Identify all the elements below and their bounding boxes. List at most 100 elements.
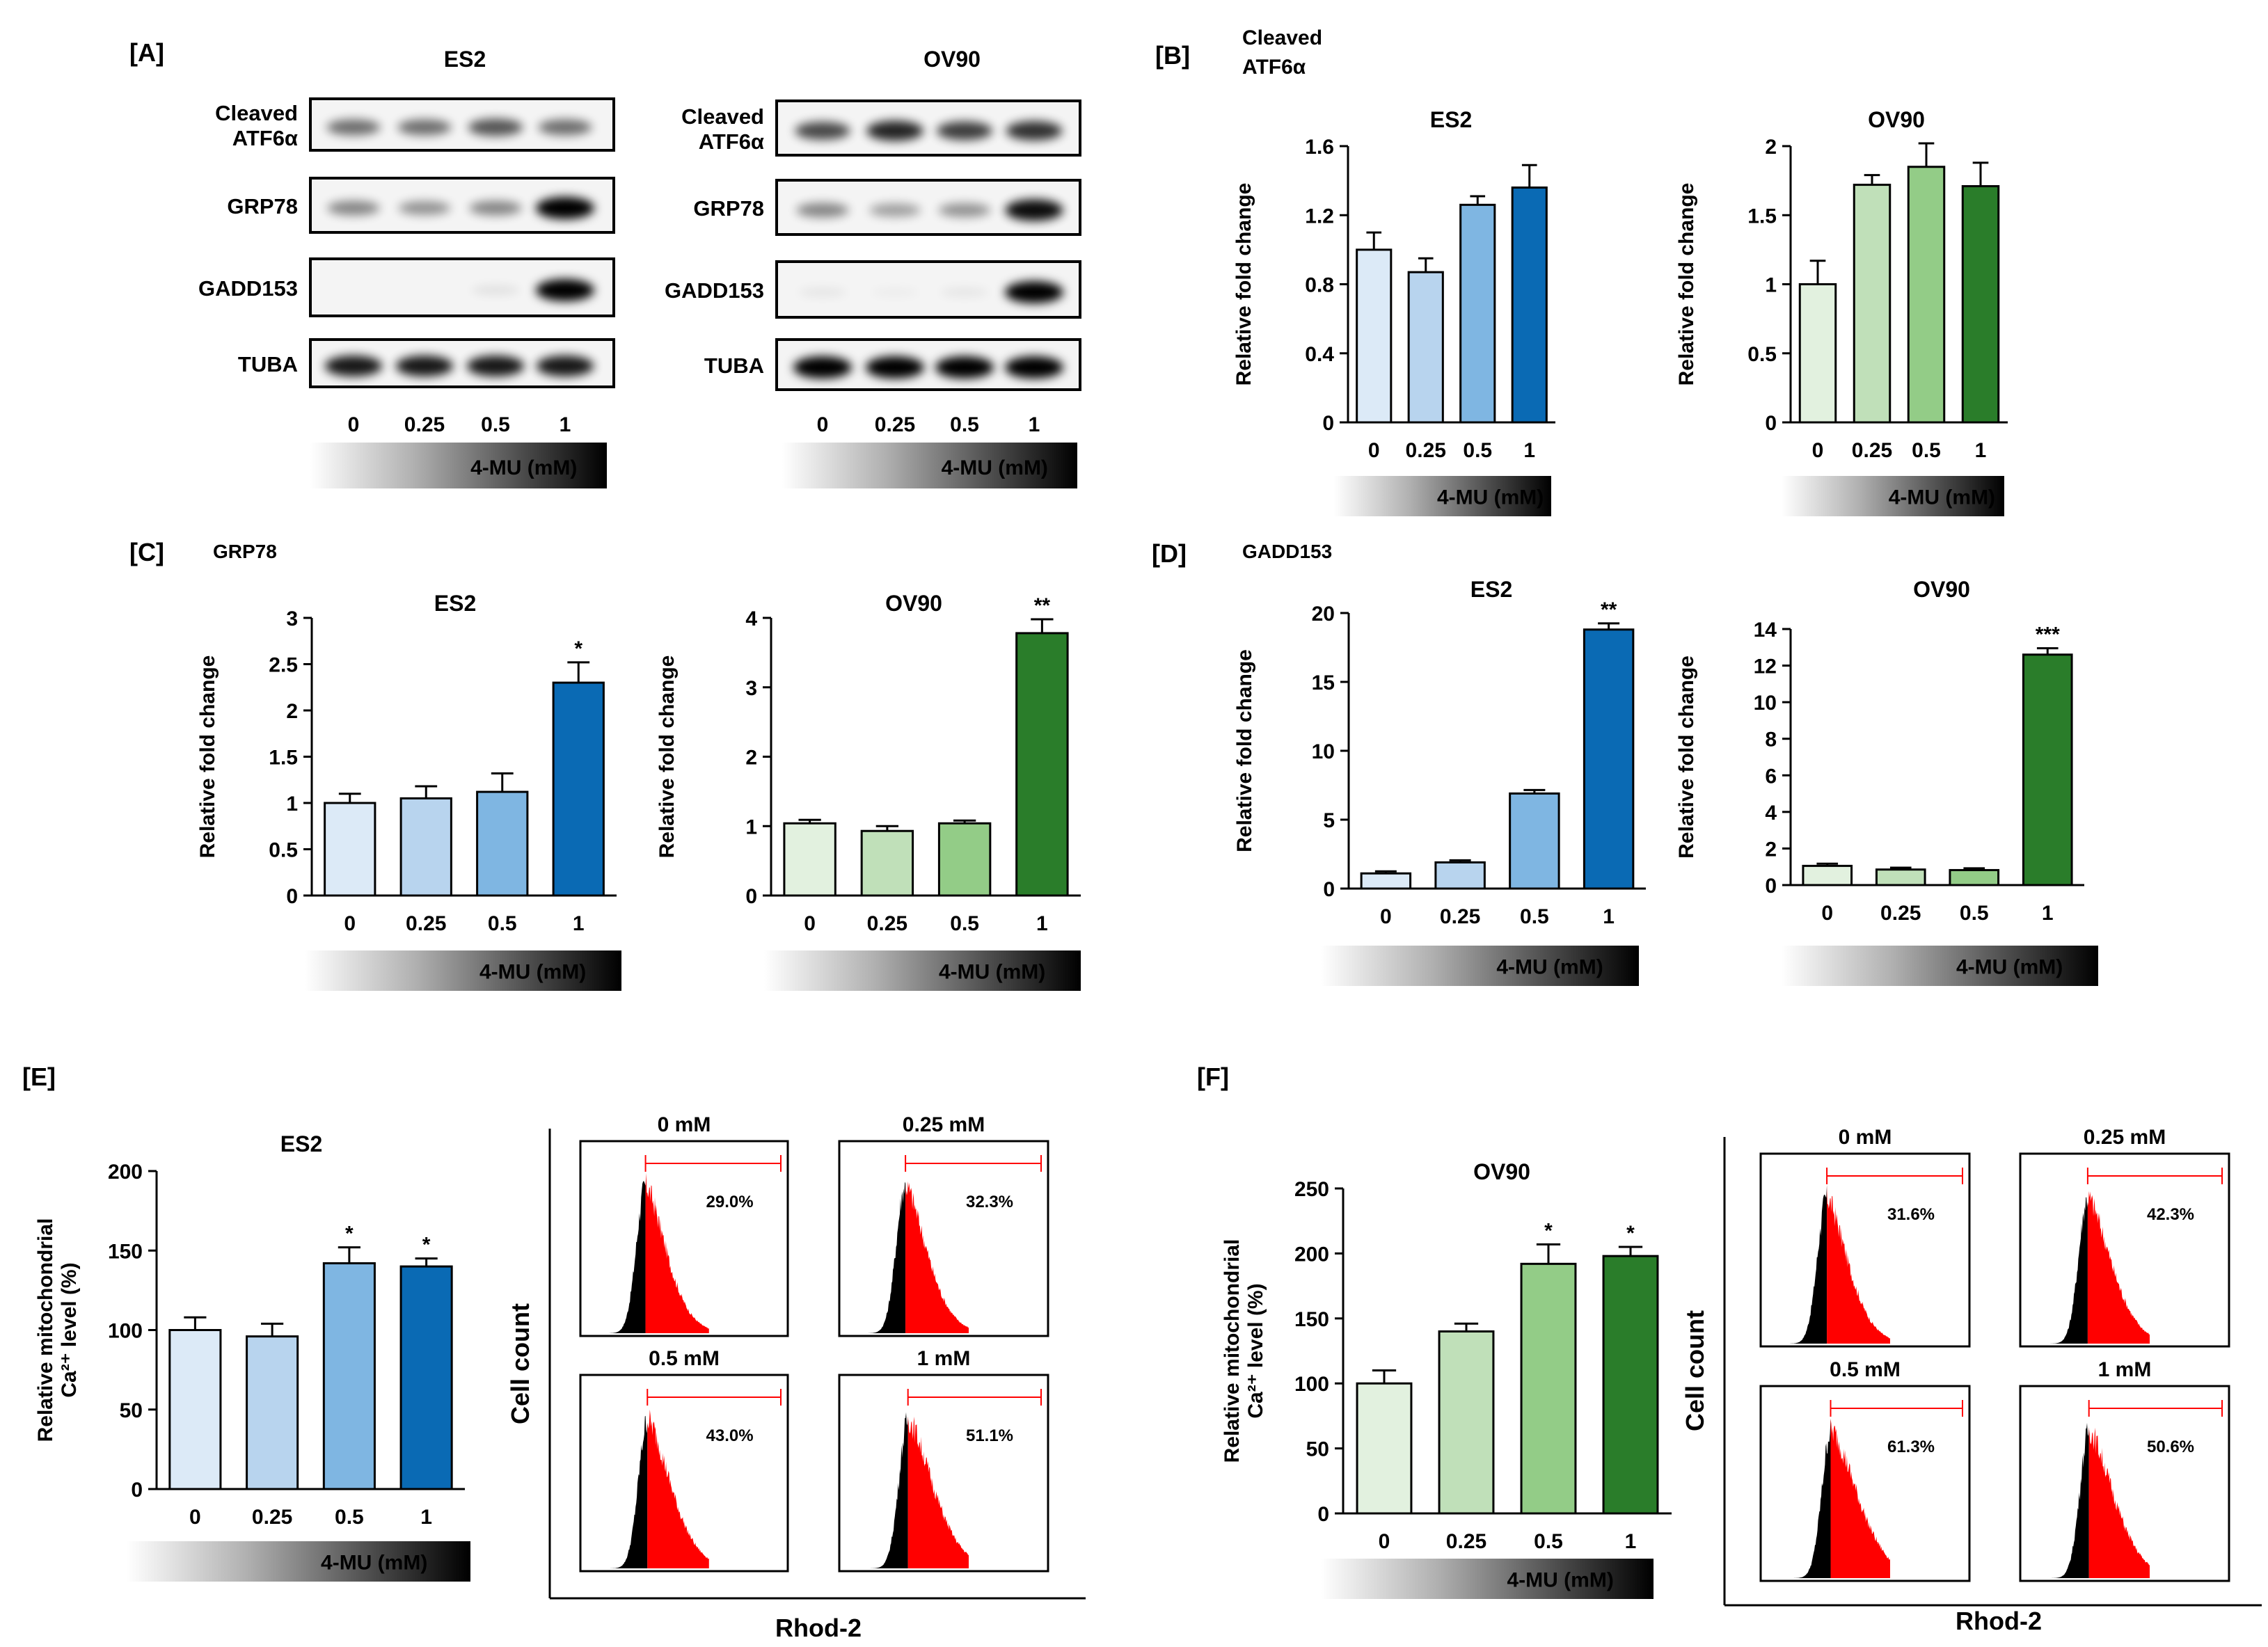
bar: [1459, 203, 1496, 424]
bar-chart-D-OV90: 0 2 4 6 8 10 12 14 0 0.25 0.5 1 *** OV90 Relative fold…: [1675, 577, 2098, 986]
y-axis-label: Relative mitochondrial: [34, 1218, 57, 1442]
histogram-negative-region: [1790, 1185, 1827, 1344]
y-axis-label: Ca²⁺ level (%): [58, 1262, 81, 1397]
significance-marker: **: [1601, 598, 1617, 621]
treatment-gradient-bar: [764, 950, 1081, 991]
histogram-negative-region: [869, 1412, 908, 1568]
significance-marker: *: [1626, 1222, 1635, 1245]
lane-label: 1: [1029, 413, 1040, 436]
x-tick-label: 0.25: [1852, 439, 1892, 462]
protein-band: [469, 200, 522, 216]
x-tick-label: 0: [1368, 439, 1380, 462]
lane-label: 1: [560, 413, 571, 436]
bar: [1602, 1255, 1659, 1515]
bar: [1356, 248, 1393, 424]
treatment-gradient-bar: [1782, 476, 2004, 516]
flow-y-label: Cell count: [506, 1303, 534, 1424]
y-tick-label: 15: [1312, 671, 1335, 694]
bar: [937, 822, 992, 897]
protein-band: [466, 356, 525, 376]
protein-band: [468, 118, 523, 136]
treatment-label: 4-MU (mM): [939, 961, 1045, 984]
x-tick-label: 0: [1379, 1530, 1390, 1553]
chart-title: ES2: [280, 1131, 322, 1156]
gated-percentage: 50.6%: [2147, 1438, 2194, 1456]
blot-row-label: ATF6α: [232, 126, 298, 150]
histogram-title: 0.5 mM: [1830, 1358, 1901, 1381]
x-tick-label: 0.25: [1440, 905, 1480, 928]
bar: [1509, 792, 1560, 890]
histogram-negative-region: [609, 1415, 648, 1568]
y-tick-label: 0: [1322, 412, 1334, 435]
y-axis-label: Ca²⁺ level (%): [1244, 1283, 1267, 1418]
y-tick-label: 5: [1323, 809, 1335, 832]
y-tick-label: 0: [1765, 412, 1777, 435]
y-tick-label: 200: [108, 1161, 143, 1184]
flow-x-label: Rhod-2: [775, 1614, 862, 1642]
y-tick-label: 4: [745, 607, 757, 630]
protein-band: [871, 288, 919, 297]
bar: [168, 1329, 222, 1490]
protein-band: [471, 285, 520, 295]
histogram-positive-region: [1830, 1418, 1890, 1578]
x-tick-label: 1: [1603, 905, 1615, 928]
histogram-frame: [2019, 1385, 2230, 1582]
lane-label: 0.25: [404, 413, 445, 436]
histogram-negative-region: [2049, 1422, 2089, 1578]
lane-label: 0.25: [875, 413, 915, 436]
y-tick-label: 14: [1754, 619, 1777, 642]
treatment-label: 4-MU (mM): [1956, 956, 2063, 979]
x-tick-label: 0.25: [406, 912, 446, 935]
panel-label-A: [A]: [129, 38, 164, 67]
lane-label: 0: [817, 413, 829, 436]
bar: [552, 681, 605, 897]
y-tick-label: 1: [745, 815, 757, 838]
blot-title: ES2: [444, 47, 486, 72]
y-tick-label: 1.5: [269, 747, 298, 770]
histogram-positive-region: [2087, 1191, 2150, 1344]
histogram-positive-region: [647, 1409, 709, 1568]
y-tick-label: 2: [1765, 838, 1777, 861]
y-tick-label: 100: [108, 1320, 143, 1343]
x-tick-label: 0.5: [1534, 1530, 1563, 1553]
flow-cytometry-F-OV90: Cell count Rhod-2 0 mM 31.6% 0.25 mM 42.3% 0.5…: [1681, 1126, 2262, 1635]
x-tick-label: 0.25: [252, 1506, 292, 1529]
x-tick-label: 0: [1380, 905, 1392, 928]
protein-band: [869, 203, 921, 217]
y-tick-label: 10: [1312, 740, 1335, 763]
blot-row-label: GRP78: [227, 194, 298, 218]
x-tick-label: 0.25: [1880, 902, 1921, 925]
protein-band: [935, 356, 994, 379]
blot-row-label: ATF6α: [699, 129, 764, 154]
bar-chart-B-ES2: 0 0.4 0.8 1.2 1.6 0 0.25 0.5 1 ES2 Relative fold c…: [1232, 107, 1555, 516]
protein-band: [395, 356, 454, 376]
chart-title: OV90: [1868, 107, 1925, 132]
y-tick-label: 3: [286, 607, 298, 630]
treatment-gradient-bar: [782, 443, 1077, 488]
gated-percentage: 31.6%: [1887, 1205, 1935, 1224]
bar: [399, 797, 452, 897]
panel-subtitle-B: Cleaved: [1242, 26, 1322, 49]
bar: [1360, 872, 1412, 890]
blot-row-label: GADD153: [198, 276, 298, 301]
chart-title: OV90: [1913, 577, 1970, 602]
bar-chart-C-ES2: 0 0.5 1 1.5 2 2.5 3 0 0.25 0.5 1 * ES2 Relative fold …: [196, 591, 621, 991]
histogram-negative-region: [1790, 1418, 1831, 1578]
protein-band: [1006, 121, 1063, 141]
lane-label: 0: [348, 413, 360, 436]
y-tick-label: 10: [1754, 692, 1777, 715]
protein-band: [397, 119, 452, 136]
panel-subtitle-B: ATF6α: [1242, 56, 1306, 79]
histogram-plot: 1 mM 50.6%: [2019, 1358, 2230, 1582]
protein-band: [1005, 356, 1063, 379]
y-axis-label: Relative fold change: [1232, 183, 1255, 386]
y-tick-label: 150: [108, 1240, 143, 1263]
bar: [1438, 1330, 1495, 1515]
y-tick-label: 1.2: [1305, 205, 1334, 228]
y-tick-label: 8: [1765, 729, 1777, 751]
y-tick-label: 0: [1317, 1503, 1329, 1526]
bar: [246, 1335, 299, 1490]
protein-band: [536, 197, 594, 219]
